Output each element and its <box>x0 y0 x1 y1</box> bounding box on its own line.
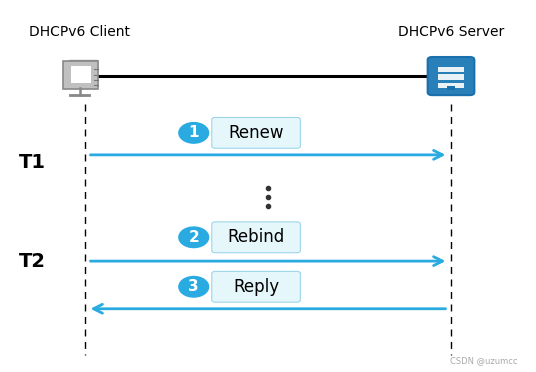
Circle shape <box>179 123 209 143</box>
Circle shape <box>179 227 209 247</box>
Text: 2: 2 <box>188 230 199 245</box>
FancyBboxPatch shape <box>71 66 91 83</box>
FancyBboxPatch shape <box>428 57 474 95</box>
Text: Renew: Renew <box>228 124 284 142</box>
Text: DHCPv6 Server: DHCPv6 Server <box>398 25 504 39</box>
FancyBboxPatch shape <box>438 83 464 88</box>
FancyBboxPatch shape <box>212 118 300 148</box>
FancyBboxPatch shape <box>438 74 464 80</box>
FancyBboxPatch shape <box>69 60 97 86</box>
Text: Rebind: Rebind <box>227 228 285 246</box>
Text: 3: 3 <box>189 279 199 294</box>
Text: Reply: Reply <box>233 278 279 296</box>
FancyBboxPatch shape <box>212 272 300 302</box>
FancyBboxPatch shape <box>63 61 98 89</box>
Text: DHCPv6 Client: DHCPv6 Client <box>29 25 130 39</box>
Text: 1: 1 <box>189 125 199 140</box>
FancyBboxPatch shape <box>438 67 464 72</box>
Text: CSDN @uzumcc: CSDN @uzumcc <box>450 356 517 366</box>
Circle shape <box>179 276 209 297</box>
FancyBboxPatch shape <box>212 222 300 253</box>
FancyBboxPatch shape <box>447 86 455 90</box>
Text: T2: T2 <box>18 251 46 270</box>
Text: T1: T1 <box>18 153 46 172</box>
